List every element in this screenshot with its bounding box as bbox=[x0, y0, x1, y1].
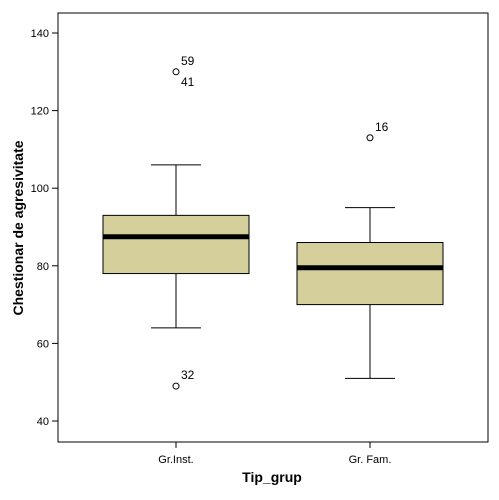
outlier-point bbox=[366, 134, 374, 142]
y-axis: 40 60 80 100 120 140 bbox=[31, 28, 58, 428]
x-tick-label: Gr. Fam. bbox=[349, 454, 392, 466]
x-tick-label: Gr.Inst. bbox=[158, 454, 193, 466]
outlier-label: 32 bbox=[181, 368, 195, 382]
y-tick-label: 120 bbox=[31, 106, 49, 118]
y-tick-label: 40 bbox=[37, 416, 49, 428]
x-axis-title: Tip_grup bbox=[242, 469, 302, 485]
outlier-point bbox=[172, 382, 180, 390]
outlier-label: 41 bbox=[181, 75, 195, 89]
y-tick-label: 100 bbox=[31, 183, 49, 195]
outlier-label: 59 bbox=[181, 54, 195, 68]
x-axis: Gr.Inst. Gr. Fam. bbox=[158, 442, 391, 466]
y-tick-label: 80 bbox=[37, 261, 49, 273]
y-tick-label: 60 bbox=[37, 338, 49, 350]
outlier-point bbox=[172, 68, 180, 76]
iqr-box bbox=[296, 242, 444, 306]
iqr-box bbox=[102, 214, 250, 275]
outlier-label: 16 bbox=[375, 120, 389, 134]
y-tick-label: 140 bbox=[31, 28, 49, 40]
boxes: 59 41 32 16 bbox=[102, 54, 444, 390]
y-axis-title: Chestionar de agresivitate bbox=[10, 140, 26, 315]
